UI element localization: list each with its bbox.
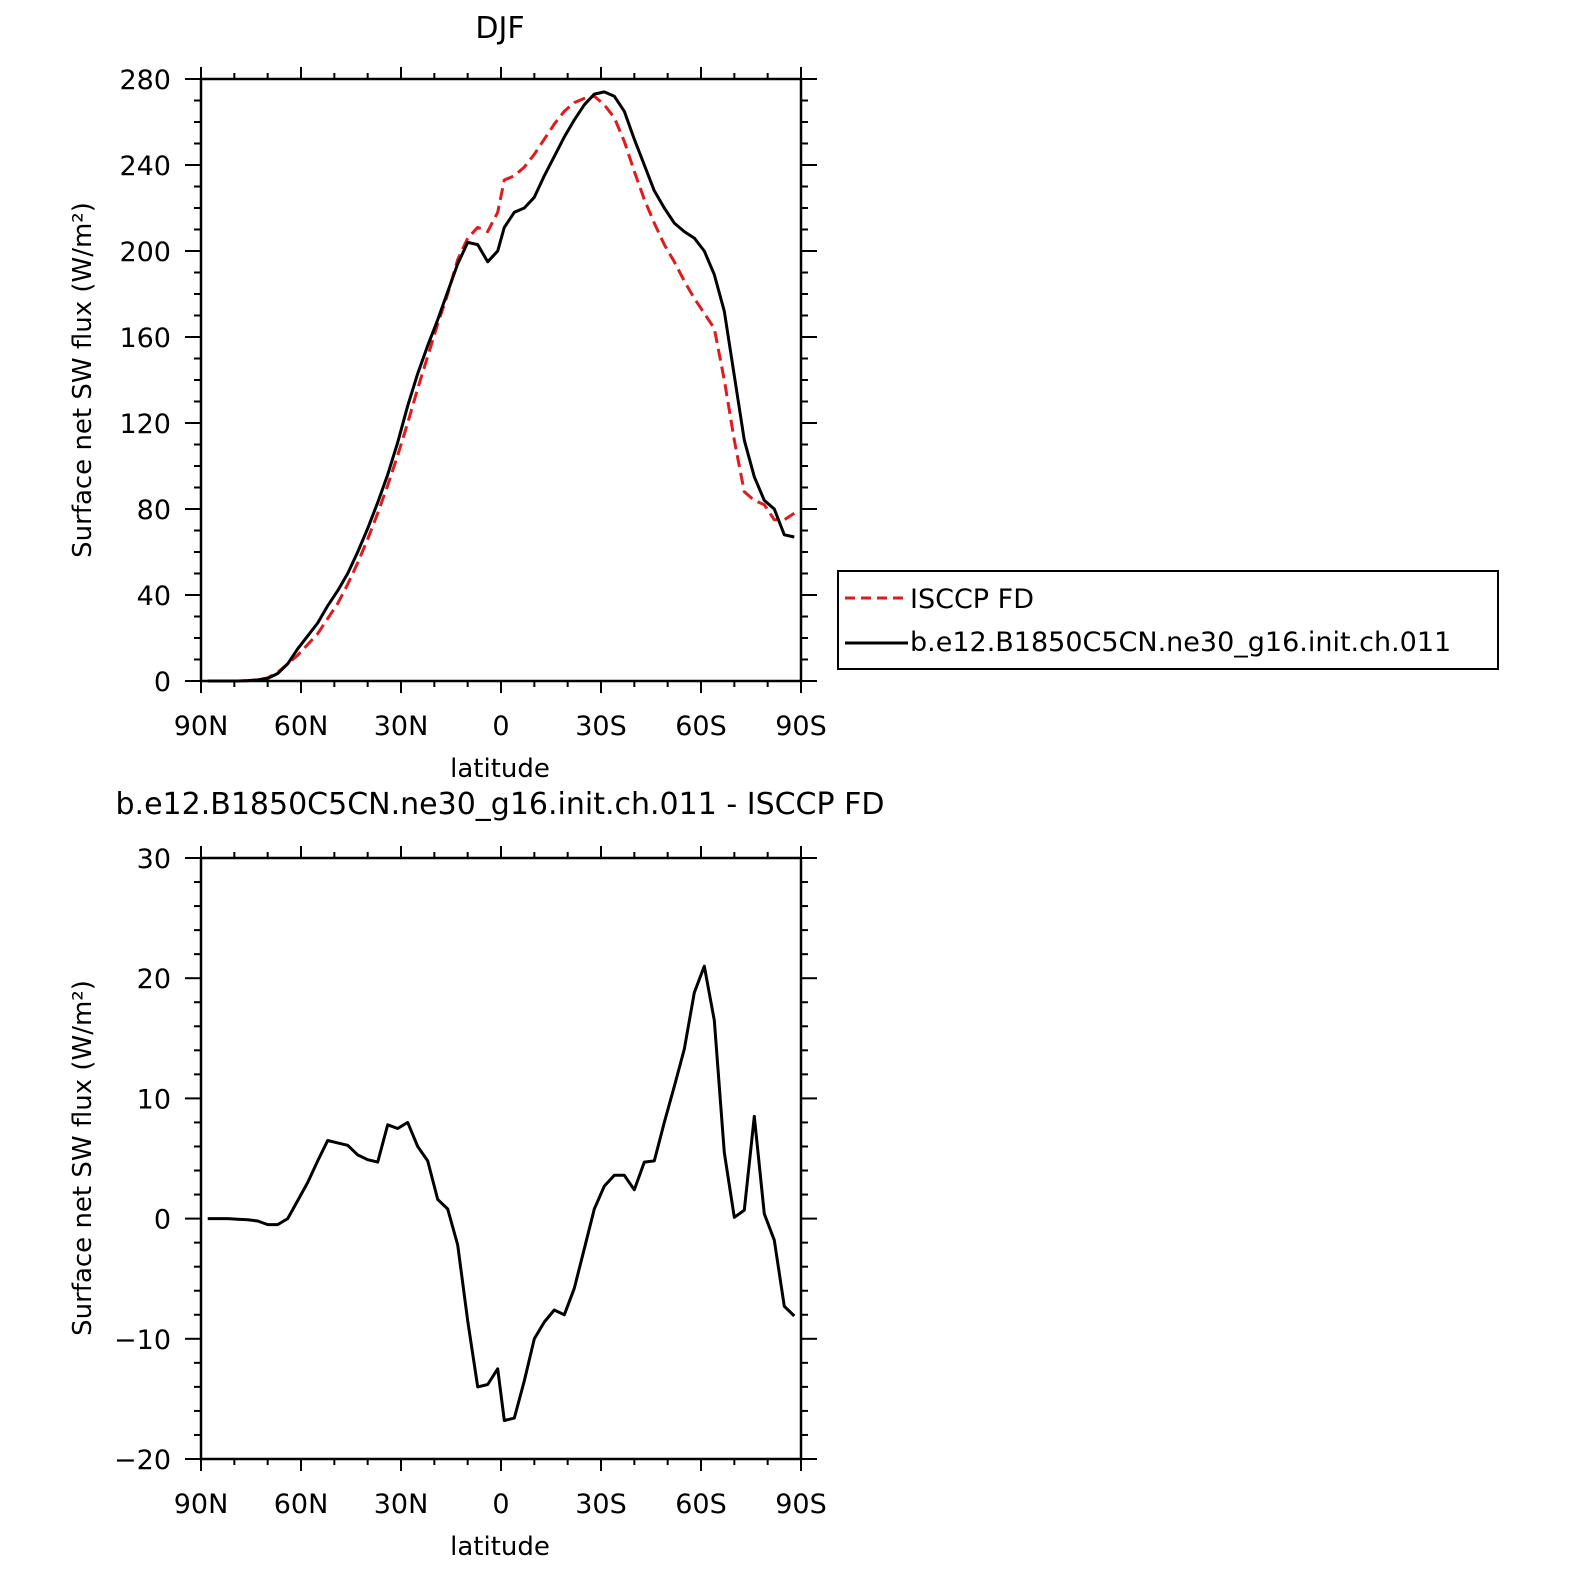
top-x-tick-label: 60S	[675, 711, 727, 742]
top-chart-title: DJF	[475, 11, 524, 46]
top-panel: DJF 90N 60N 30N 0 30S 60S 90S 0 40 80 120 160 200 24…	[68, 11, 1499, 784]
top-y-tick-label: 200	[119, 237, 171, 268]
top-x-tick-label: 30N	[374, 711, 429, 742]
bottom-x-tick-label: 90N	[174, 1489, 229, 1520]
top-x-tick-labels: 90N 60N 30N 0 30S 60S 90S	[174, 711, 827, 742]
legend-box	[837, 570, 1499, 670]
top-x-tick-label: 90N	[174, 711, 229, 742]
top-y-tick-label: 80	[137, 495, 171, 526]
bottom-chart-title: b.e12.B1850C5CN.ne30_g16.init.ch.011 - I…	[116, 787, 885, 822]
bottom-x-tick-label: 30N	[374, 1489, 429, 1520]
top-tick-marks	[185, 67, 817, 693]
bottom-series-line-0	[207, 964, 796, 1422]
bottom-y-tick-label: −20	[114, 1445, 171, 1476]
top-x-tick-label: 60N	[274, 711, 329, 742]
legend-label-isccp: ISCCP FD	[910, 584, 1034, 615]
top-series-line-1	[207, 90, 795, 683]
bottom-series-lines	[207, 964, 796, 1422]
top-y-tick-label: 120	[119, 409, 171, 440]
top-x-tick-label: 30S	[575, 711, 627, 742]
bottom-tick-marks	[185, 846, 817, 1471]
bottom-x-tick-labels: 90N 60N 30N 0 30S 60S 90S	[174, 1489, 827, 1520]
top-x-axis-label: latitude	[450, 754, 550, 784]
top-y-tick-labels: 0 40 80 120 160 200 240 280	[119, 65, 171, 698]
top-series-line-0	[207, 94, 796, 683]
bottom-y-tick-label: −10	[114, 1325, 171, 1356]
bottom-x-tick-label: 60S	[675, 1489, 727, 1520]
bottom-plot-frame	[199, 856, 803, 1461]
bottom-y-axis-label: Surface net SW flux (W/m²)	[68, 980, 98, 1336]
bottom-x-tick-label: 0	[492, 1489, 509, 1520]
bottom-y-tick-label: 0	[154, 1205, 171, 1236]
top-y-tick-label: 160	[119, 323, 171, 354]
top-y-tick-label: 240	[119, 151, 171, 182]
top-y-tick-label: 280	[119, 65, 171, 96]
bottom-panel: b.e12.B1850C5CN.ne30_g16.init.ch.011 - I…	[68, 787, 884, 1562]
legend: ISCCP FD b.e12.B1850C5CN.ne30_g16.init.c…	[837, 570, 1499, 670]
top-y-tick-label: 40	[137, 581, 171, 612]
bottom-x-axis-label: latitude	[450, 1532, 550, 1562]
top-x-tick-label: 0	[492, 711, 509, 742]
legend-label-model: b.e12.B1850C5CN.ne30_g16.init.ch.011	[910, 627, 1451, 658]
bottom-x-tick-label: 30S	[575, 1489, 627, 1520]
bottom-y-tick-label: 20	[137, 964, 171, 995]
bottom-y-tick-label: 10	[137, 1084, 171, 1115]
bottom-x-tick-label: 60N	[274, 1489, 329, 1520]
top-y-axis-label: Surface net SW flux (W/m²)	[68, 202, 98, 558]
top-plot-frame	[199, 77, 803, 683]
top-series-lines	[207, 90, 796, 683]
bottom-x-tick-label: 90S	[775, 1489, 827, 1520]
top-x-tick-label: 90S	[775, 711, 827, 742]
top-y-tick-label: 0	[154, 667, 171, 698]
bottom-y-tick-labels: −20 −10 0 10 20 30	[114, 844, 171, 1476]
bottom-y-tick-label: 30	[137, 844, 171, 875]
